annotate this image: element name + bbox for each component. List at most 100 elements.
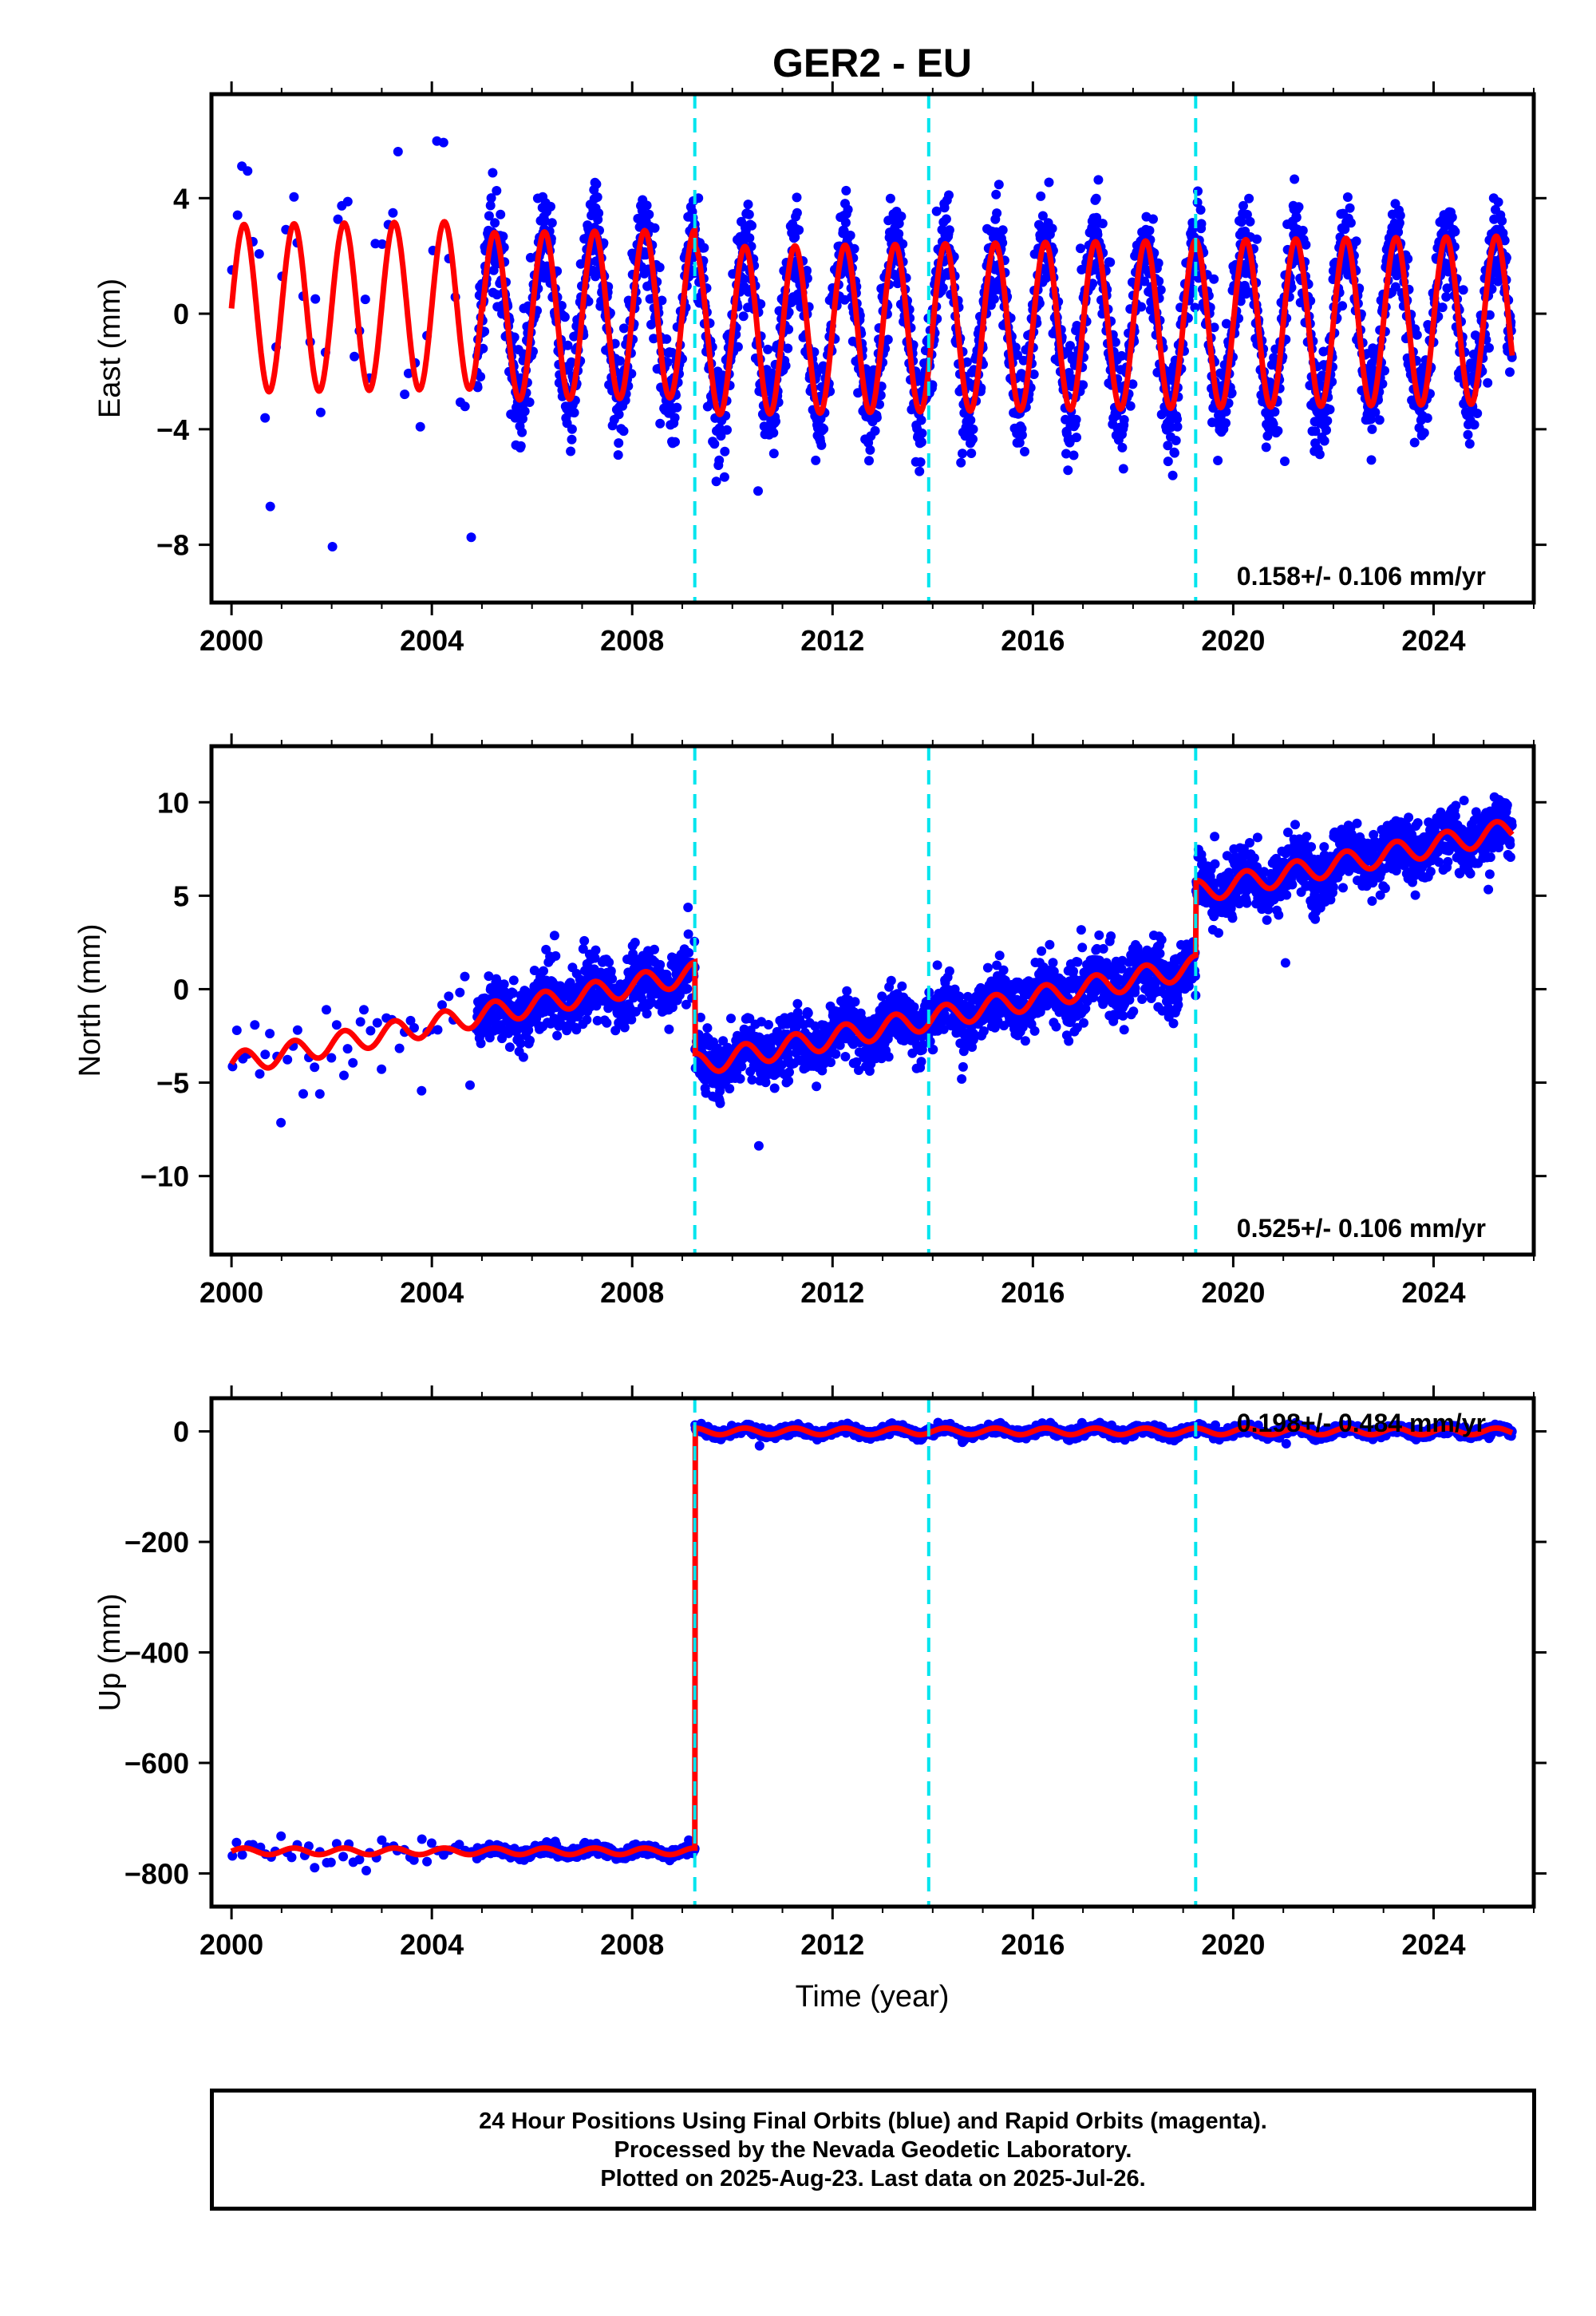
data-point [1195, 205, 1206, 215]
data-point [994, 951, 1005, 961]
data-point [883, 334, 893, 345]
data-point [1351, 236, 1361, 247]
data-point [670, 437, 680, 447]
data-point [642, 1009, 652, 1019]
data-point [292, 1025, 302, 1035]
data-point [883, 1052, 894, 1062]
data-point [667, 347, 678, 358]
data-point [1048, 958, 1058, 968]
data-point [388, 207, 398, 218]
data-point [1105, 257, 1116, 267]
data-point [664, 1024, 674, 1034]
data-point [518, 1052, 528, 1062]
data-point [1172, 421, 1183, 432]
data-point [552, 1030, 563, 1041]
data-point [944, 966, 954, 976]
data-point [476, 372, 486, 381]
data-point [377, 239, 387, 249]
data-point [1079, 1018, 1088, 1028]
data-point [783, 343, 793, 354]
data-point [1137, 994, 1148, 1004]
data-point [711, 476, 721, 487]
data-point [1342, 192, 1353, 202]
data-point [958, 449, 967, 459]
data-point [355, 1017, 365, 1027]
data-point [738, 311, 749, 322]
data-point [654, 263, 665, 272]
data-point [719, 472, 729, 482]
data-point [549, 931, 559, 941]
data-point [968, 424, 978, 434]
x-tick-label: 2016 [1001, 624, 1065, 657]
data-point [726, 1014, 736, 1024]
data-point [563, 340, 573, 350]
data-point [339, 1070, 349, 1081]
data-point [843, 204, 853, 215]
data-point [618, 426, 629, 437]
data-point [466, 532, 476, 543]
data-point [1483, 377, 1493, 388]
data-point [1094, 930, 1104, 940]
data-point [994, 180, 1004, 190]
data-point [232, 210, 243, 220]
data-point [1213, 456, 1223, 465]
data-point [1412, 330, 1422, 340]
data-point [1071, 414, 1081, 425]
data-point [715, 1098, 725, 1109]
data-point [1156, 935, 1167, 945]
data-point [932, 960, 942, 970]
data-point [231, 1026, 242, 1035]
data-point [566, 446, 576, 456]
data-point [1077, 943, 1088, 953]
data-point [871, 413, 882, 423]
x-tick-label: 2012 [800, 624, 864, 657]
data-point [1447, 212, 1457, 223]
data-point [870, 425, 880, 436]
data-point [1458, 285, 1468, 295]
x-tick-label: 2020 [1201, 624, 1265, 657]
data-point [790, 232, 800, 243]
data-point [702, 1023, 713, 1034]
data-point [865, 445, 875, 455]
data-point [524, 397, 535, 407]
data-point [768, 428, 779, 438]
data-point [1037, 946, 1047, 956]
data-point [433, 1025, 443, 1035]
data-point [819, 424, 829, 434]
data-points [227, 792, 1517, 1151]
data-point [956, 457, 966, 468]
data-point [992, 208, 1002, 219]
data-point [1020, 446, 1029, 456]
data-point [655, 418, 666, 429]
data-point [630, 938, 640, 947]
data-point [944, 225, 954, 235]
data-point [769, 1083, 780, 1093]
data-point [898, 239, 908, 249]
x-tick-label: 2000 [200, 624, 263, 657]
data-point [539, 966, 548, 976]
data-point [602, 1018, 612, 1028]
data-point [508, 975, 519, 986]
data-point [735, 1073, 745, 1084]
data-point [840, 218, 851, 227]
data-point [1221, 418, 1231, 429]
data-point [1029, 370, 1039, 379]
data-point [377, 1064, 387, 1074]
data-point [1029, 1026, 1040, 1036]
data-point [849, 243, 859, 254]
data-point [709, 439, 720, 449]
data-point [753, 486, 763, 496]
data-point [350, 351, 360, 362]
data-point [840, 1052, 851, 1061]
data-point [484, 211, 494, 221]
data-point [771, 417, 780, 426]
data-point [915, 466, 925, 476]
data-point [1419, 428, 1429, 438]
data-point [488, 168, 498, 178]
data-point [504, 1042, 515, 1053]
data-point [1118, 464, 1128, 474]
data-point [1497, 215, 1507, 226]
data-point [1091, 193, 1101, 204]
data-point [310, 294, 321, 304]
data-point [1097, 219, 1108, 229]
